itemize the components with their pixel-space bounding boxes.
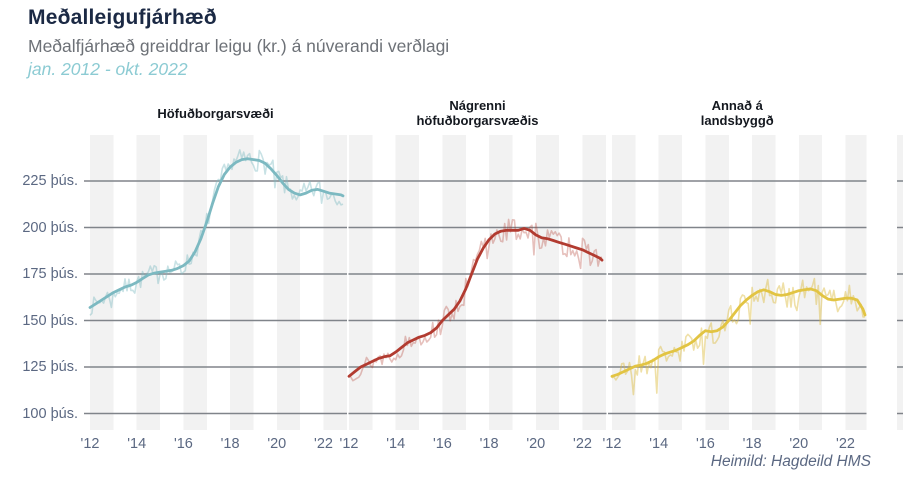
year-band (183, 135, 207, 430)
y-axis-label: 150 þús. (22, 312, 78, 329)
year-band (658, 135, 683, 430)
panel-title-line: Nágrenni (449, 98, 506, 113)
trend-line (88, 157, 345, 309)
x-axis-label: '22 (314, 436, 333, 452)
panel-title-hofudborgarsvaedi: Höfuðborgarsvæði (84, 94, 347, 132)
year-band (582, 135, 606, 430)
x-axis-label: '18 (220, 436, 240, 452)
x-axis-label: '16 (695, 436, 715, 452)
x-axis-label: '14 (649, 436, 669, 452)
x-axis-label: '12 (339, 436, 359, 452)
x-axis-label: '14 (127, 436, 147, 452)
y-axis-label: 100 þús. (22, 405, 78, 422)
panel-title-nagrenni-hofudborgarsvaedis: Nágrenni höfuðborgarsvæðis (349, 94, 607, 132)
panel-title-line: Annað á (711, 98, 763, 113)
x-axis-label: '12 (80, 436, 100, 452)
year-band (845, 135, 867, 430)
y-axis-label: 225 þús. (22, 173, 78, 189)
year-band (705, 135, 729, 430)
panel-title-line: Höfuðborgarsvæði (157, 105, 274, 121)
year-band (798, 135, 823, 430)
year-band (612, 135, 636, 430)
year-band (90, 135, 114, 430)
x-axis-label: '20 (267, 436, 287, 452)
cropped-panel-sliver (897, 135, 903, 430)
monthly-series-line (611, 277, 866, 396)
page-title: Meðalleigufjárhæð (28, 6, 217, 29)
x-axis-label: '14 (386, 436, 406, 452)
x-axis-label: '18 (479, 436, 499, 452)
y-axis-label: 200 þús. (22, 219, 78, 236)
x-axis-label: '22 (836, 436, 855, 452)
year-band (230, 135, 254, 430)
y-axis-label: 125 þús. (22, 359, 78, 375)
x-axis-label: '20 (526, 436, 546, 452)
year-band (276, 135, 301, 430)
panel-title-line: höfuðborgarsvæðis (416, 113, 539, 128)
panel-annad-a-landsbyggd (608, 135, 867, 430)
x-axis-label: '20 (789, 436, 809, 452)
year-band (752, 135, 776, 430)
x-axis-label: '12 (602, 436, 622, 452)
year-band (489, 135, 513, 430)
trend-line (347, 227, 604, 378)
panel-nagrenni-hofudborgarsvaedis (347, 135, 607, 430)
monthly-series-line (89, 149, 344, 316)
year-band (136, 135, 161, 430)
y-axis-label: 175 þús. (22, 266, 78, 282)
period-label: jan. 2012 - okt. 2022 (28, 59, 188, 79)
panel-title-annad-a-landsbyggd: Annað á landsbyggð (608, 94, 867, 132)
year-band (395, 135, 420, 430)
source-caption: Heimild: Hagdeild HMS (710, 453, 871, 470)
year-band (349, 135, 373, 430)
year-band (442, 135, 466, 430)
panel-title-line: landsbyggð (700, 113, 774, 128)
year-band (897, 135, 903, 430)
x-axis-label: '16 (173, 436, 193, 452)
year-band (323, 135, 347, 430)
panel-hofudborgarsvaedi (84, 135, 347, 430)
x-axis-label: '22 (573, 436, 592, 452)
year-band (535, 135, 560, 430)
trend-line (610, 287, 867, 378)
x-axis-label: '16 (432, 436, 452, 452)
page-subtitle: Meðalfjárhæð greiddrar leigu (kr.) á núv… (28, 36, 450, 56)
x-axis-label: '18 (742, 436, 762, 452)
